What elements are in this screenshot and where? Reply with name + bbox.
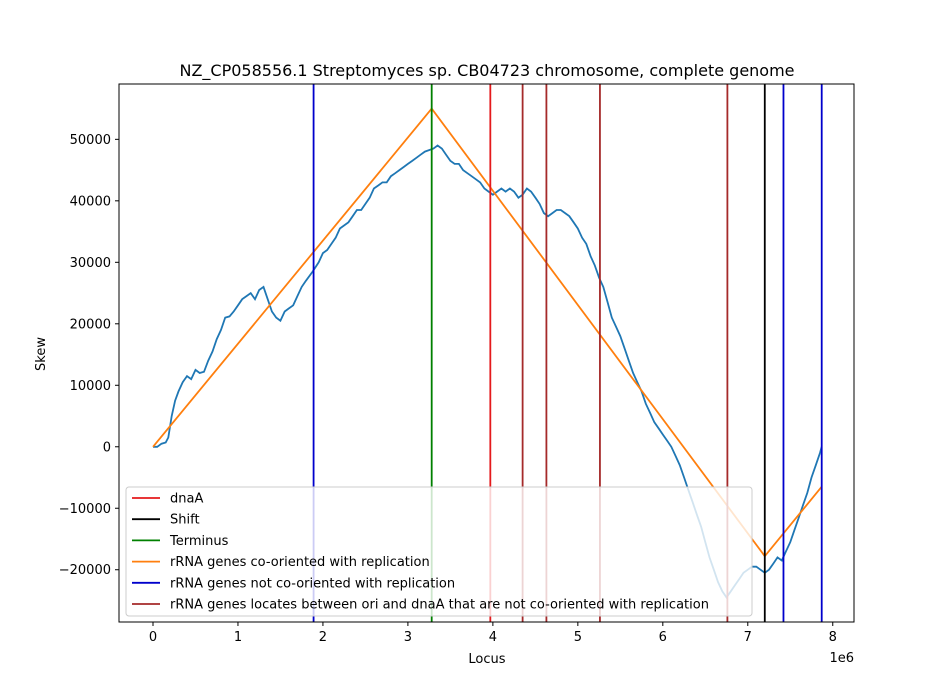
- x-tick-label: 8: [829, 630, 837, 645]
- x-axis-offset-label: 1e6: [829, 651, 854, 666]
- legend-label: rRNA genes co-oriented with replication: [170, 555, 430, 570]
- x-tick-label: 2: [319, 630, 327, 645]
- x-axis: 0 1 2 3 4 5 6 7 8: [149, 622, 837, 645]
- y-tick-label: 50000: [70, 133, 111, 148]
- legend-label: rRNA genes locates between ori and dnaA …: [170, 598, 709, 613]
- y-tick-label: −10000: [59, 502, 111, 517]
- chart-title: NZ_CP058556.1 Streptomyces sp. CB04723 c…: [179, 61, 794, 81]
- x-tick-label: 3: [404, 630, 412, 645]
- legend-label: Terminus: [169, 534, 229, 549]
- legend-box: [125, 486, 753, 617]
- legend-label: rRNA genes not co-oriented with replicat…: [170, 576, 455, 591]
- x-tick-label: 0: [149, 630, 157, 645]
- x-tick-label: 5: [574, 630, 582, 645]
- y-axis: −20000 −10000 0 10000 20000 30000 40000 50000: [59, 133, 119, 578]
- plot-frame: [118, 83, 855, 623]
- x-tick-label: 6: [659, 630, 667, 645]
- y-tick-label: 40000: [70, 194, 111, 209]
- y-tick-label: 20000: [70, 317, 111, 332]
- y-axis-label: Skew: [34, 337, 49, 371]
- rrna-cooriented-line: [152, 107, 823, 558]
- x-axis-label: Locus: [468, 652, 505, 667]
- x-tick-label: 7: [744, 630, 752, 645]
- x-tick-label: 4: [489, 630, 497, 645]
- legend: dnaA Shift Terminus rRNA genes co-oriented …: [125, 486, 753, 617]
- y-tick-label: −20000: [59, 563, 111, 578]
- y-tick-label: 30000: [70, 256, 111, 271]
- y-tick-label: 0: [103, 440, 111, 455]
- x-tick-label: 1: [234, 630, 242, 645]
- y-tick-label: 10000: [70, 379, 111, 394]
- legend-label: dnaA: [170, 492, 203, 507]
- legend-label: Shift: [170, 513, 200, 528]
